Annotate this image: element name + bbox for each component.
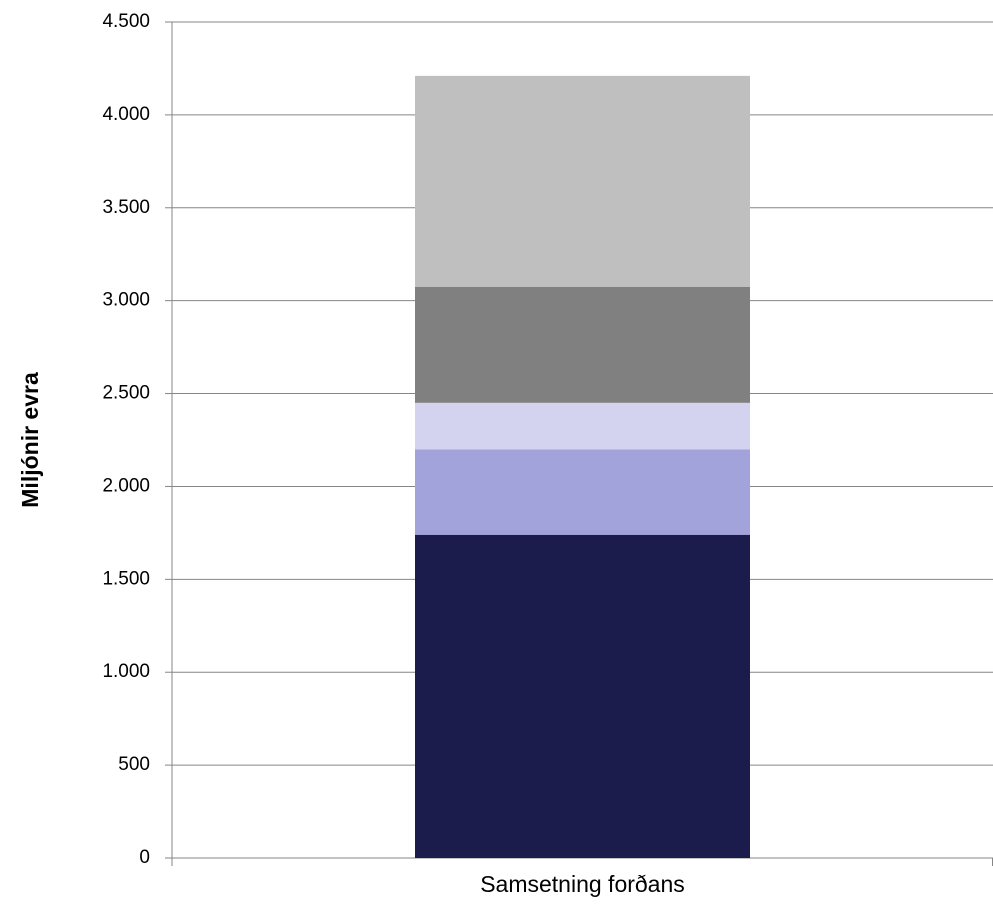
y-tick-label: 4.500 — [102, 11, 150, 32]
y-tick-label: 2.000 — [102, 475, 150, 496]
y-tick-label: 3.500 — [102, 197, 150, 218]
bar-segment — [415, 534, 750, 858]
y-tick-label: 500 — [118, 754, 150, 775]
y-axis-label: Miljónir evra — [17, 372, 43, 508]
bar-segment — [415, 286, 750, 403]
y-tick-label: 1.500 — [102, 568, 150, 589]
bar-segment — [415, 449, 750, 535]
x-tick-label: Samsetning forðans — [480, 871, 685, 897]
y-tick-label: 4.000 — [102, 104, 150, 125]
y-tick-label: 3.000 — [102, 290, 150, 311]
y-tick-label: 1.000 — [102, 661, 150, 682]
y-tick-label: 2.500 — [102, 383, 150, 404]
bar-segment — [415, 75, 750, 287]
bar-segment — [415, 402, 750, 450]
y-tick-label: 0 — [139, 847, 150, 868]
